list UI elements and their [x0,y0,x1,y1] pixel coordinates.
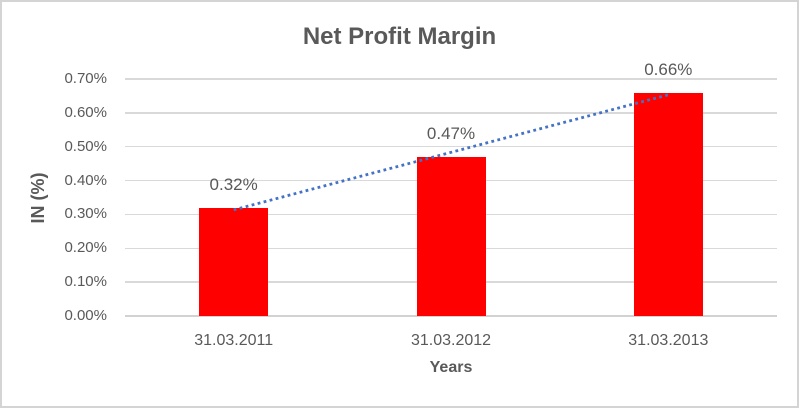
bar [199,207,269,316]
gridline [125,78,777,80]
y-tick-label: 0.70% [64,70,107,87]
x-tick-label: 31.03.2011 [194,332,274,349]
bar-data-label: 0.32% [209,174,258,194]
y-tick-label: 0.50% [64,137,107,155]
y-tick-label: 0.30% [64,205,107,223]
bar [416,156,486,316]
bar-data-label: 0.47% [426,123,476,143]
x-tick-label: 31.03.2013 [628,332,709,349]
x-axis-line [125,315,777,317]
y-tick-label: 0.10% [64,273,107,291]
y-tick-label: 0.20% [64,239,107,257]
bar-data-label: 0.66% [644,59,693,79]
bar [633,92,703,316]
x-tick-label: 31.03.2012 [410,332,492,349]
y-tick-label: 0.00% [64,307,107,324]
chart-title: Net Profit Margin [302,23,497,50]
y-tick-label: 0.60% [64,103,107,121]
x-axis-title: Years [429,359,473,376]
y-tick-label: 0.40% [64,171,107,189]
